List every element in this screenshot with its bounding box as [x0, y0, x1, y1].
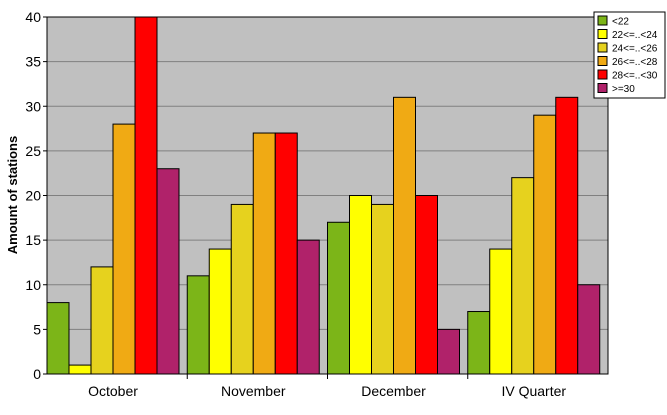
- bar: [274, 132, 298, 375]
- bar: [511, 177, 535, 375]
- bar: [68, 364, 92, 375]
- bar: [230, 203, 254, 375]
- y-tick-label: 30: [25, 98, 41, 114]
- x-tick-label: November: [221, 383, 286, 399]
- legend-label: 28<=..<30: [612, 71, 658, 82]
- bar: [577, 284, 601, 375]
- bar: [371, 203, 394, 375]
- y-tick-label: 20: [25, 188, 41, 204]
- bar: [296, 239, 320, 375]
- y-tick-label: 5: [33, 321, 41, 337]
- y-tick-label: 40: [25, 9, 41, 25]
- bar: [327, 221, 350, 375]
- bar: [437, 328, 460, 375]
- y-axis-label: Amount of stations: [5, 136, 20, 254]
- legend-swatch: [597, 56, 608, 66]
- bar: [555, 96, 579, 375]
- bar: [208, 248, 232, 375]
- bar: [90, 266, 114, 375]
- bar: [186, 275, 210, 375]
- bar: [489, 248, 513, 375]
- y-tick-label: 10: [25, 277, 41, 293]
- legend-label: 22<=..<24: [612, 30, 658, 41]
- bar: [112, 123, 136, 375]
- legend-swatch: [597, 29, 608, 39]
- legend-label: 26<=..<28: [612, 57, 658, 68]
- y-tick-label: 35: [25, 54, 41, 70]
- bar: [134, 16, 158, 375]
- x-tick-label: December: [361, 383, 426, 399]
- bar: [533, 114, 557, 375]
- bar: [393, 96, 416, 375]
- bar: [467, 311, 491, 375]
- legend-swatch: [597, 69, 608, 80]
- legend-label: >=30: [612, 84, 635, 95]
- legend-label: 24<=..<26: [612, 44, 658, 55]
- bar: [156, 168, 180, 375]
- legend-swatch: [597, 42, 608, 53]
- y-tick-label: 25: [25, 143, 41, 159]
- x-tick-label: October: [88, 383, 138, 399]
- bar: [415, 195, 438, 375]
- legend-swatch: [597, 15, 608, 26]
- bar: [349, 195, 372, 375]
- legend-label: <22: [612, 17, 629, 28]
- bar: [252, 132, 276, 375]
- legend-swatch: [597, 83, 608, 93]
- x-tick-label: IV Quarter: [501, 383, 566, 399]
- y-tick-label: 15: [25, 232, 41, 248]
- bar: [46, 302, 70, 375]
- y-tick-label: 0: [33, 366, 41, 382]
